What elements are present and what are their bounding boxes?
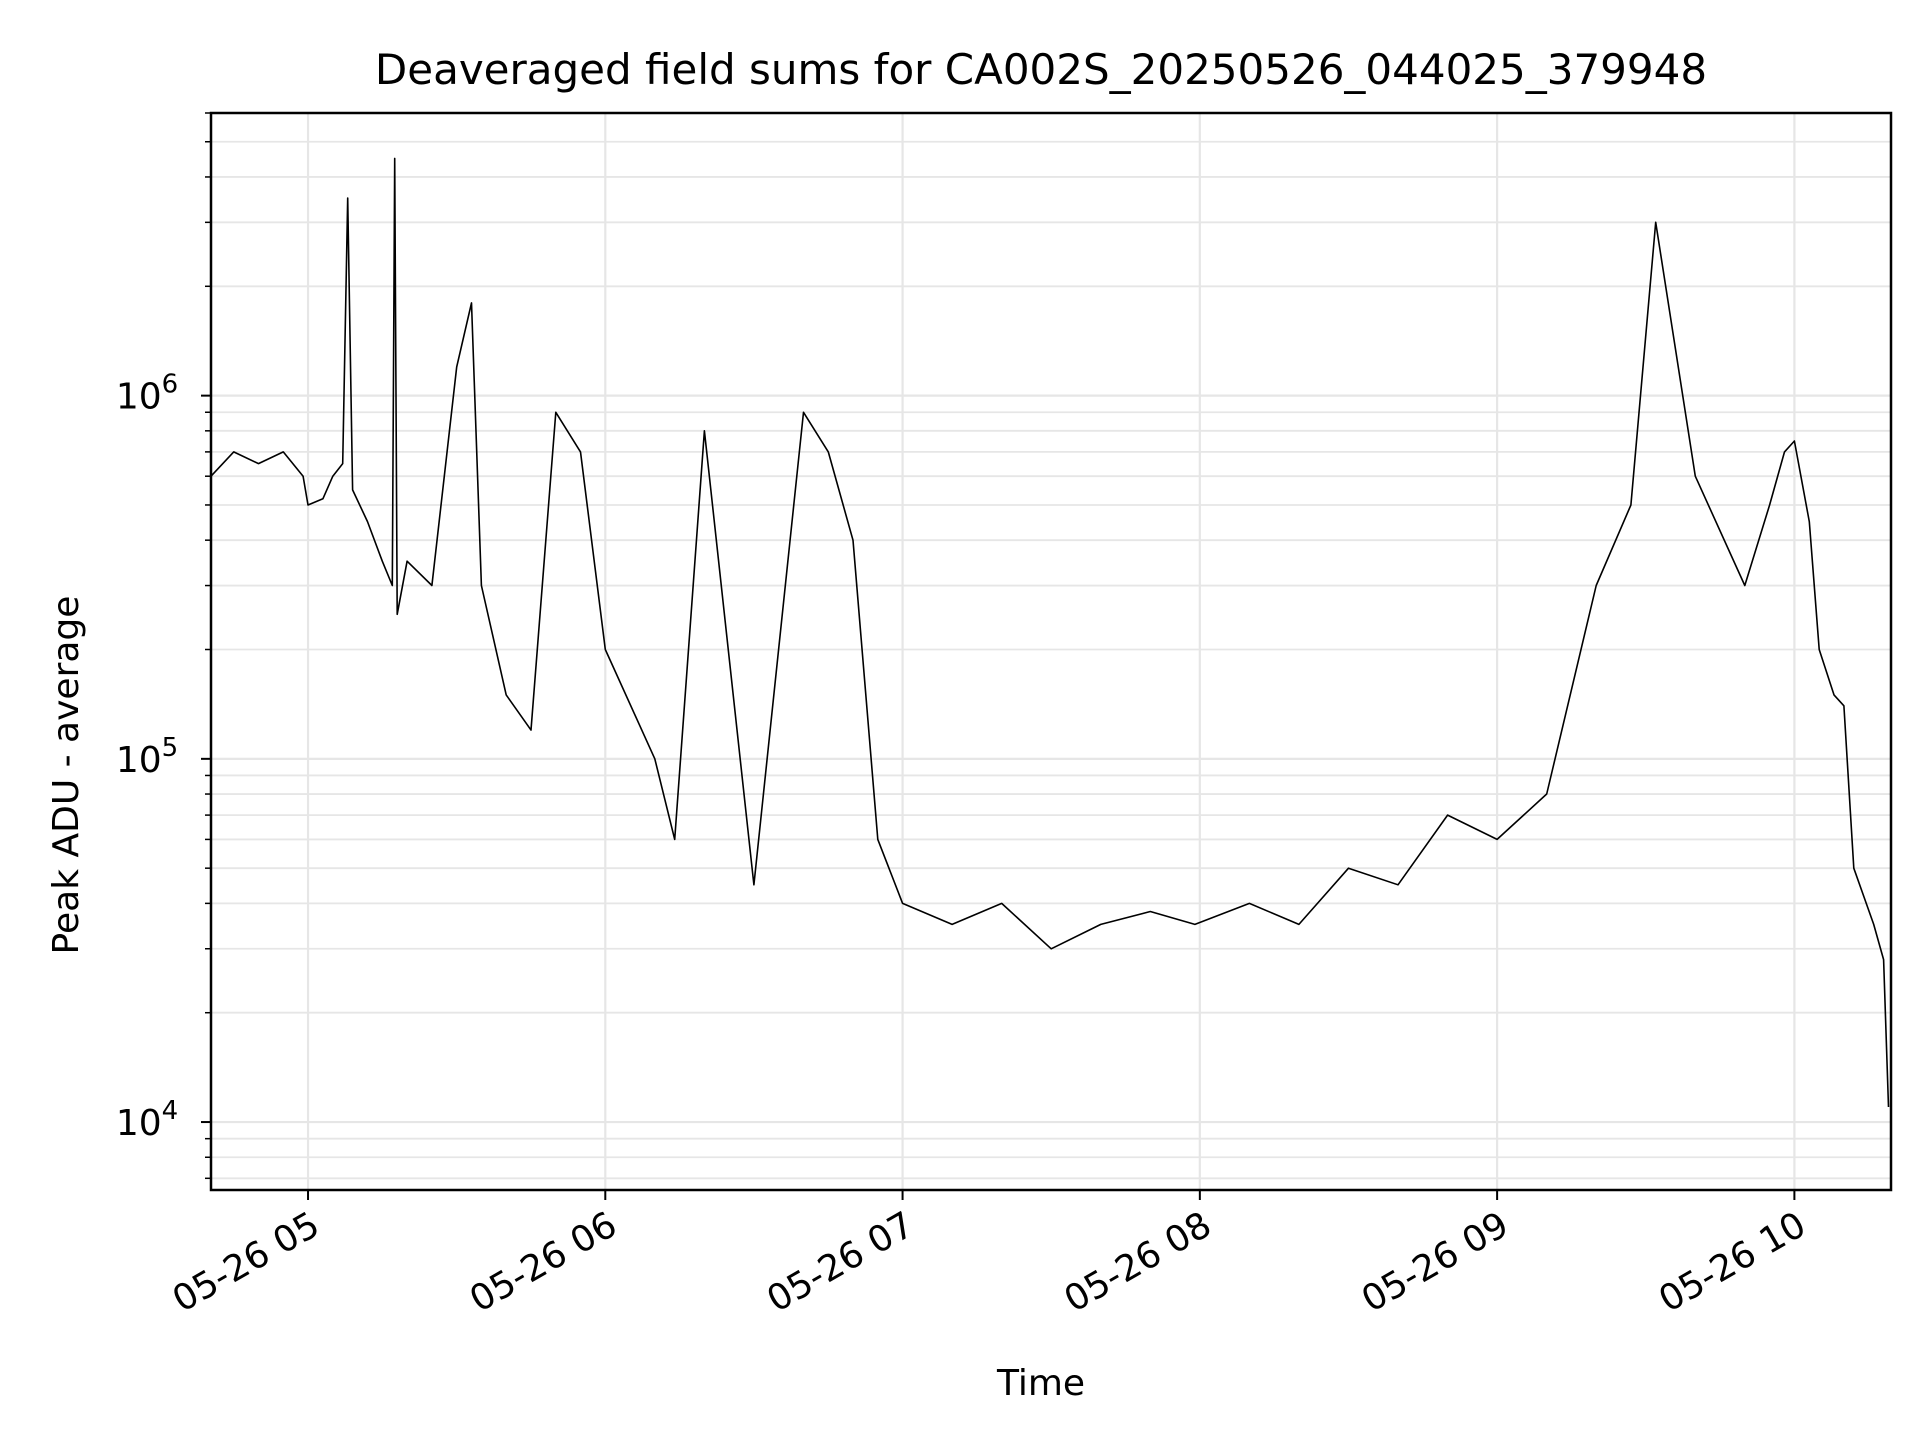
x-tick-label: 05-26 10 <box>1652 1204 1813 1320</box>
series-layer <box>210 157 1890 1108</box>
x-axis: 05-26 05 05-26 06 05-26 07 05-26 08 05-26 09… <box>166 1190 1813 1321</box>
y-tick-label: 104 <box>116 1096 178 1144</box>
x-tick-label: 05-26 08 <box>1058 1204 1219 1320</box>
x-tick-label: 05-26 07 <box>760 1204 921 1320</box>
grid <box>211 112 1891 1190</box>
y-axis: 104 105 106 <box>116 112 211 1180</box>
plot-frame <box>209 111 1893 1192</box>
y-axis-label: Peak ADU - average <box>46 596 87 955</box>
x-axis-label: Time <box>996 1363 1085 1404</box>
y-tick-label: 106 <box>116 370 178 418</box>
y-tick-label: 105 <box>116 733 178 781</box>
chart-title: Deaveraged field sums for CA002S_2025052… <box>375 45 1707 94</box>
series-line <box>210 157 1890 1108</box>
x-tick-label: 05-26 06 <box>463 1204 624 1320</box>
x-tick-label: 05-26 09 <box>1355 1204 1516 1320</box>
x-tick-label: 05-26 05 <box>166 1204 327 1320</box>
